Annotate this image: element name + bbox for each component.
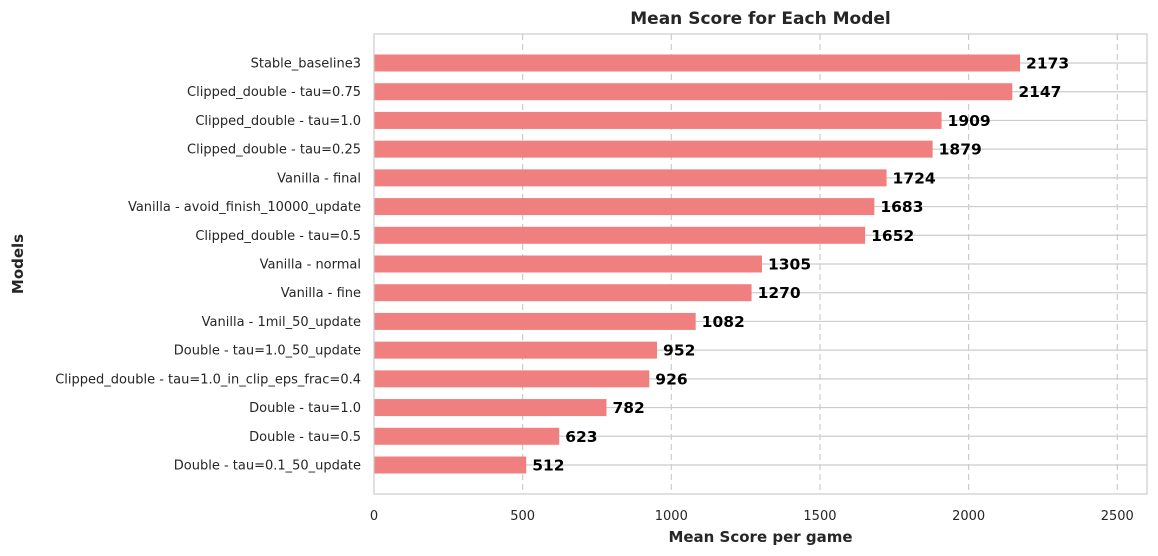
bar-value-label: 782	[612, 399, 644, 417]
bar-value-label: 623	[565, 428, 597, 446]
x-axis-label: Mean Score per game	[668, 528, 852, 546]
y-tick-label: Vanilla - final	[277, 171, 361, 186]
bar	[374, 111, 942, 129]
bar-value-label: 1909	[948, 112, 991, 130]
chart-title: Mean Score for Each Model	[630, 9, 890, 29]
bar-value-label: 1082	[702, 313, 745, 331]
y-tick-label: Vanilla - normal	[260, 258, 361, 273]
bar	[374, 140, 933, 158]
y-tick-label: Clipped_double - tau=0.25	[187, 143, 361, 158]
bar	[374, 312, 696, 330]
bar	[374, 83, 1013, 101]
y-tick-label: Clipped_double - tau=0.75	[187, 85, 361, 100]
bar-value-label: 1683	[880, 198, 923, 216]
y-tick-label: Double - tau=0.1_50_update	[174, 459, 361, 474]
bar	[374, 456, 527, 474]
bar	[374, 399, 607, 417]
y-tick-label: Clipped_double - tau=1.0	[195, 114, 361, 129]
bar	[374, 198, 875, 216]
y-tick-label: Clipped_double - tau=0.5	[195, 229, 361, 244]
plot-frame	[373, 33, 1148, 495]
label-layer: 0 500 1000 1500 2000 2500 Stable_baseline3 2173…	[55, 55, 1134, 525]
y-tick-label: Double - tau=0.5	[249, 430, 361, 445]
bar-value-label: 1305	[768, 256, 811, 274]
bar	[374, 226, 866, 244]
bar-value-label: 1270	[758, 284, 801, 302]
bar	[374, 284, 752, 302]
y-tick-label: Stable_baseline3	[251, 57, 361, 72]
y-tick-label: Double - tau=1.0_50_update	[174, 344, 361, 359]
y-tick-label: Vanilla - avoid_finish_10000_update	[128, 200, 361, 215]
bar-value-label: 2173	[1026, 55, 1069, 73]
bar	[374, 255, 762, 273]
bar-value-label: 926	[655, 370, 687, 388]
x-tick-label: 2500	[1101, 509, 1134, 524]
bar-value-label: 512	[532, 457, 564, 475]
bar-layer	[374, 54, 1021, 474]
bar-value-label: 2147	[1018, 83, 1061, 101]
x-tick-label: 500	[510, 509, 535, 524]
bar	[374, 169, 887, 187]
bar-value-label: 1724	[893, 169, 936, 187]
bar	[374, 54, 1021, 72]
y-tick-label: Double - tau=1.0	[249, 401, 361, 416]
y-tick-label: Vanilla - 1mil_50_update	[202, 315, 361, 330]
x-tick-label: 2000	[952, 509, 985, 524]
bar-value-label: 1879	[939, 141, 982, 159]
bar	[374, 370, 650, 388]
x-tick-label: 1500	[803, 509, 836, 524]
x-tick-label: 0	[370, 509, 378, 524]
bar	[374, 341, 658, 359]
bar-value-label: 1652	[871, 227, 914, 245]
y-tick-label: Vanilla - fine	[281, 286, 361, 301]
x-tick-label: 1000	[655, 509, 688, 524]
bar	[374, 427, 560, 445]
bar-value-label: 952	[663, 342, 695, 360]
y-axis-label: Models	[9, 234, 27, 294]
y-tick-label: Clipped_double - tau=1.0_in_clip_eps_fra…	[55, 372, 361, 387]
